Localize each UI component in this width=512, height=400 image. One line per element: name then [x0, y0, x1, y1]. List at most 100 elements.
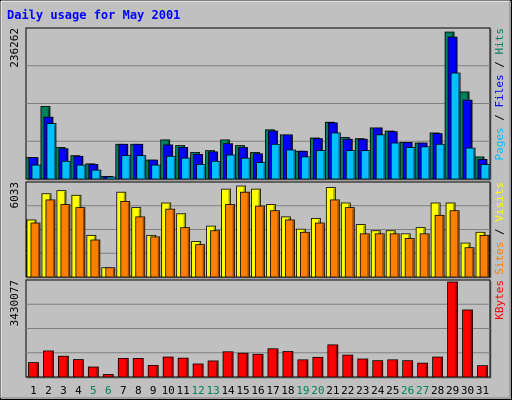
legend-entry: /	[493, 222, 506, 242]
bar-shade	[352, 208, 354, 277]
bar-sites-day-11	[180, 227, 191, 278]
x-tick-label-day-28: 28	[431, 384, 444, 397]
x-tick-label-day-15: 15	[236, 384, 249, 397]
legend-entry: Files	[493, 74, 506, 107]
bar-shade	[488, 165, 490, 179]
bar-shade	[457, 211, 459, 277]
bar-shade	[470, 310, 473, 377]
bar-shade	[365, 359, 368, 377]
bar-shade	[398, 144, 400, 179]
bar-shade	[97, 241, 100, 277]
bar-shade	[307, 233, 309, 277]
bar-kbytes-day-11	[177, 357, 189, 378]
bar-shade	[413, 148, 415, 179]
x-tick-label-day-21: 21	[326, 384, 339, 397]
x-tick-label-day-2: 2	[45, 384, 52, 397]
bar-shade	[293, 150, 295, 179]
bar-shade	[382, 234, 384, 277]
bar-shade	[458, 74, 460, 179]
x-tick-label-day-11: 11	[177, 384, 190, 397]
legend-entry: KBytes	[493, 280, 506, 320]
bar-shade	[248, 159, 251, 179]
legend-entry: Hits	[493, 28, 506, 55]
bar-sites-day-3	[60, 204, 71, 278]
bar-shade	[111, 375, 113, 377]
bar-shade	[247, 193, 250, 277]
bar-shade	[367, 234, 369, 277]
bar-shade	[338, 133, 340, 179]
bar-sites-day-15	[240, 191, 250, 278]
bar-kbytes-day-8	[132, 358, 144, 378]
bar-shade	[173, 157, 176, 179]
bar-shade	[410, 361, 413, 377]
bar-shade	[51, 351, 53, 377]
x-tick-label-day-29: 29	[446, 384, 459, 397]
bar-shade	[412, 239, 414, 277]
bar-kbytes-day-1	[28, 362, 39, 378]
bar-shade	[397, 234, 399, 277]
bar-kbytes-day-26	[402, 360, 414, 378]
legend-entry: /	[493, 108, 506, 128]
bar-shade	[428, 147, 430, 179]
bar-shade	[143, 156, 146, 179]
bar-sites-day-24	[374, 233, 385, 278]
bar-kbytes-day-10	[162, 356, 174, 378]
bar-shade	[308, 157, 310, 179]
bar-sites-day-4	[75, 207, 86, 278]
bar-shade	[158, 166, 161, 179]
bar-shade	[217, 231, 220, 277]
legend-hits-files-pages: Pages / Files / Hits	[493, 28, 506, 161]
x-tick-label-day-18: 18	[281, 384, 294, 397]
bar-sites-day-6	[105, 267, 116, 278]
bar-shade	[66, 357, 68, 377]
legend-entry: Pages	[493, 127, 506, 160]
bar-kbytes-day-20	[312, 356, 324, 378]
bar-shade	[157, 237, 160, 277]
bar-shade	[216, 361, 218, 377]
x-tick-label-day-30: 30	[461, 384, 474, 397]
bar-kbytes-day-3	[58, 355, 69, 378]
bar-shade	[126, 359, 128, 377]
bar-shade	[487, 236, 489, 277]
bar-sites-day-19	[300, 231, 310, 278]
legend-entry: Visits	[493, 182, 506, 222]
bar-kbytes-day-17	[267, 348, 279, 378]
bar-shade	[353, 151, 355, 179]
bar-kbytes-day-24	[372, 360, 384, 378]
bar-shade	[455, 283, 458, 377]
x-tick-label-day-23: 23	[356, 384, 369, 397]
bar-sites-day-12	[195, 244, 206, 278]
bar-kbytes-day-31	[477, 365, 488, 378]
bar-kbytes-day-14	[222, 351, 234, 378]
bar-kbytes-day-6	[102, 374, 114, 378]
bar-shade	[425, 364, 428, 377]
bar-shade	[277, 211, 279, 277]
bar-shade	[275, 349, 278, 377]
bar-kbytes-day-19	[297, 359, 309, 378]
bar-sites-day-8	[135, 216, 146, 278]
bar-shade	[231, 352, 233, 377]
bar-sites-day-17	[270, 210, 280, 278]
bar-sites-day-2	[45, 199, 56, 278]
x-tick-label-day-3: 3	[60, 384, 67, 397]
bar-shade	[246, 354, 248, 377]
x-tick-label-day-25: 25	[386, 384, 399, 397]
bar-shade	[187, 228, 190, 277]
x-tick-label-day-16: 16	[251, 384, 264, 397]
bar-shade	[323, 151, 325, 179]
bar-kbytes-day-16	[252, 353, 264, 378]
bar-sites-day-20	[314, 222, 325, 278]
bar-sites-day-28	[434, 214, 445, 278]
bar-shade	[263, 163, 265, 179]
bar-shade	[37, 224, 40, 277]
bar-shade	[83, 166, 86, 179]
bar-shade	[68, 162, 71, 179]
bar-shade	[52, 200, 55, 277]
x-tick-label-day-31: 31	[476, 384, 489, 397]
bar-sites-day-23	[359, 233, 370, 278]
bar-shade	[262, 207, 264, 277]
bar-shade	[395, 360, 398, 377]
bar-shade	[141, 359, 143, 377]
